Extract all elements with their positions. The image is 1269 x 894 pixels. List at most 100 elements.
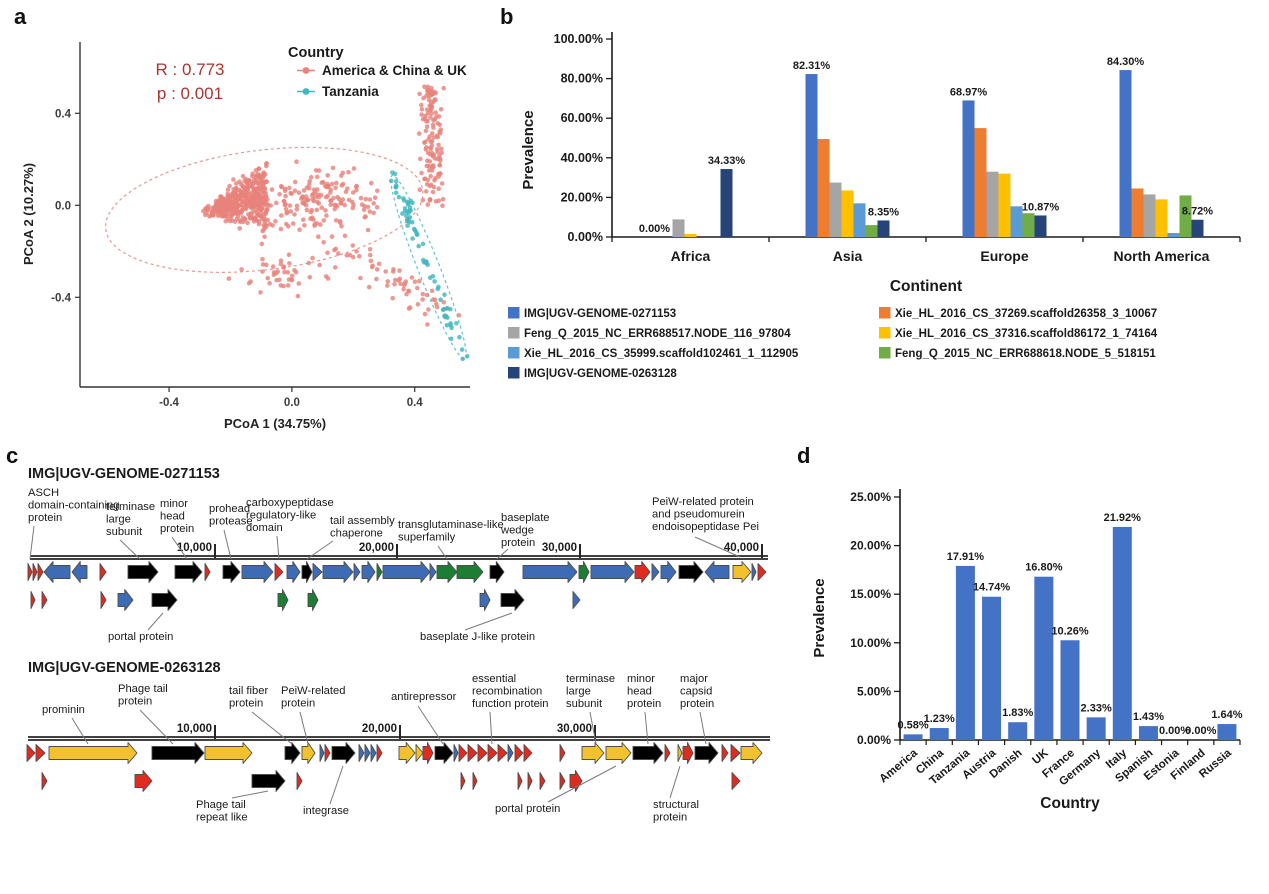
scatter-point bbox=[306, 260, 312, 266]
bar-danish bbox=[1008, 722, 1028, 740]
gene-arrow bbox=[489, 561, 505, 583]
callout-leader bbox=[694, 536, 741, 558]
gene-arrow bbox=[479, 589, 491, 611]
scatter-point bbox=[250, 201, 255, 207]
gene-callout-label: tail assembly bbox=[330, 515, 395, 527]
scatter-point bbox=[448, 336, 454, 342]
gene-callout-label: minor bbox=[160, 498, 188, 510]
scatter-point bbox=[444, 323, 450, 328]
gene-arrow bbox=[43, 561, 71, 583]
scatter-points-area bbox=[104, 84, 470, 362]
scatter-point bbox=[434, 304, 440, 310]
scatter-point bbox=[422, 84, 427, 90]
scatter-point bbox=[427, 275, 433, 281]
legend-series-label: Feng_Q_2015_NC_ERR688618.NODE_5_518151 bbox=[895, 348, 1156, 360]
scatter-point bbox=[258, 290, 263, 295]
scatter-point bbox=[416, 243, 422, 249]
gene-callout-label: head bbox=[160, 510, 185, 522]
gene-callout-label: baseplate bbox=[501, 512, 550, 524]
scatter-point bbox=[265, 275, 271, 281]
gene-arrow bbox=[134, 770, 153, 792]
gene-arrow bbox=[751, 563, 757, 581]
gene-arrow bbox=[458, 744, 468, 762]
scatter-point bbox=[420, 297, 425, 302]
gene-arrow bbox=[398, 742, 416, 764]
scatter-point bbox=[264, 223, 269, 229]
y-tick-label: -0.4 bbox=[51, 292, 71, 304]
scatter-point bbox=[419, 112, 424, 117]
bar-asia-s6 bbox=[877, 220, 890, 237]
gene-arrow bbox=[382, 561, 431, 583]
scatter-point bbox=[416, 131, 422, 136]
scatter-point bbox=[312, 223, 317, 228]
callout-leader bbox=[223, 529, 232, 560]
gene-callout-label: protein bbox=[501, 537, 535, 549]
callout-leader bbox=[231, 790, 269, 799]
scatter-point bbox=[260, 262, 266, 267]
scatter-point bbox=[205, 206, 211, 211]
scatter-point bbox=[440, 307, 446, 313]
genome-maps: IMG|UGV-GENOME-0271153 10,000 20,000 30,000… bbox=[26, 466, 770, 823]
gene-callout-label: tail fiber bbox=[229, 685, 268, 697]
gene-callout-label: domain-containing bbox=[28, 499, 119, 511]
callout-leader bbox=[329, 765, 344, 805]
scatter-point bbox=[374, 276, 379, 282]
scatter-point bbox=[260, 256, 265, 262]
scatter-point bbox=[410, 200, 415, 206]
scatter-point bbox=[223, 212, 229, 218]
scatter-point bbox=[256, 195, 262, 200]
scatter-point bbox=[337, 197, 342, 202]
scatter-point bbox=[372, 195, 378, 200]
scatter-point bbox=[419, 102, 424, 108]
gene-arrow bbox=[632, 742, 664, 764]
scatter-point bbox=[438, 107, 444, 112]
scatter-point bbox=[321, 218, 327, 223]
scatter-point bbox=[250, 215, 256, 220]
gene-arrow bbox=[664, 744, 671, 762]
bar-value-label: 1.43% bbox=[1133, 711, 1164, 723]
scatter-point bbox=[433, 175, 438, 181]
scatter-point bbox=[339, 173, 344, 178]
bar-africa-s2 bbox=[672, 219, 685, 237]
scatter-point bbox=[287, 261, 292, 266]
scatter-point bbox=[405, 223, 410, 228]
gene-arrow bbox=[127, 561, 159, 583]
y-tick-label: 100.00% bbox=[554, 32, 603, 46]
bar-europe-s3 bbox=[998, 173, 1011, 237]
gene-callout-label: major bbox=[680, 673, 708, 685]
scatter-point bbox=[271, 272, 277, 278]
scatter-point bbox=[431, 135, 437, 140]
callout-leader bbox=[306, 540, 334, 560]
scatter-point bbox=[237, 226, 242, 231]
gene-callout-label: prominin bbox=[42, 704, 85, 716]
scatter-point bbox=[417, 187, 423, 192]
bar-value-label: 2.33% bbox=[1081, 702, 1112, 714]
category-label: Asia bbox=[833, 248, 863, 264]
scatter-point bbox=[441, 85, 447, 91]
scatter-point bbox=[249, 190, 255, 195]
gene-arrow bbox=[151, 589, 178, 611]
scatter-point bbox=[433, 110, 439, 115]
scatter-point bbox=[419, 107, 425, 112]
scatter-point bbox=[309, 175, 314, 180]
gene-arrow bbox=[41, 772, 48, 790]
scatter-point bbox=[442, 314, 448, 320]
scatter-point bbox=[269, 187, 275, 192]
gene-arrow bbox=[37, 563, 44, 581]
scatter-point bbox=[332, 206, 338, 212]
y-tick-label: 0.0 bbox=[55, 200, 71, 212]
scatter-point bbox=[333, 202, 339, 208]
gene-callout-label: function protein bbox=[472, 698, 549, 710]
scatter-point bbox=[323, 208, 328, 213]
scatter-point bbox=[256, 212, 261, 217]
scatter-point bbox=[369, 180, 374, 186]
legend-title: Country bbox=[288, 45, 344, 61]
scatter-point bbox=[436, 284, 441, 290]
gene-arrow bbox=[678, 561, 704, 583]
scatter-point bbox=[268, 203, 273, 208]
scatter-point bbox=[328, 190, 333, 195]
callout-leader bbox=[669, 765, 681, 799]
scatter-point bbox=[365, 204, 371, 210]
callout-leader bbox=[644, 711, 649, 745]
legend-swatch bbox=[879, 307, 891, 319]
